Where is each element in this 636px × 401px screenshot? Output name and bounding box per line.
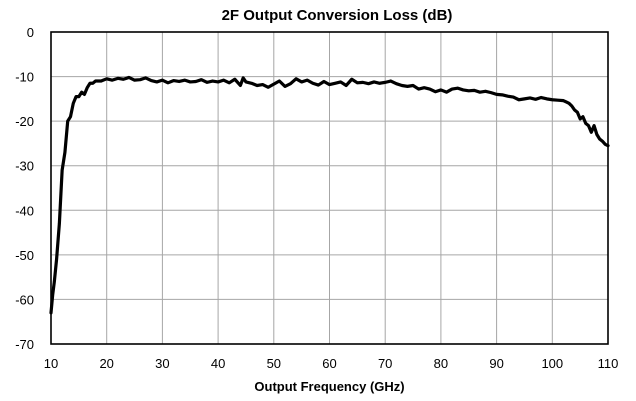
y-tick-label: 0 bbox=[27, 25, 34, 40]
y-tick-label: -60 bbox=[15, 292, 34, 307]
x-tick-label: 20 bbox=[99, 356, 113, 371]
y-tick-label: -30 bbox=[15, 159, 34, 174]
x-tick-label: 70 bbox=[378, 356, 392, 371]
y-tick-label: -70 bbox=[15, 337, 34, 352]
x-tick-label: 90 bbox=[489, 356, 503, 371]
plot-area-frame bbox=[50, 31, 609, 345]
series-line bbox=[49, 75, 610, 315]
x-tick-labels: 10 20 30 40 50 60 70 80 90 100 110 bbox=[44, 356, 619, 371]
x-tick-label: 110 bbox=[598, 356, 619, 371]
y-tick-labels: 0 -10 -20 -30 -40 -50 -60 -70 bbox=[15, 25, 34, 352]
x-tick-label: 30 bbox=[155, 356, 169, 371]
x-tick-label: 10 bbox=[44, 356, 58, 371]
x-tick-label: 40 bbox=[211, 356, 225, 371]
y-tick-label: -20 bbox=[15, 114, 34, 129]
y-tick-label: -40 bbox=[15, 203, 34, 218]
y-tick-label: -10 bbox=[15, 70, 34, 85]
series-layer bbox=[49, 75, 610, 315]
x-axis-label: Output Frequency (GHz) bbox=[254, 379, 404, 394]
x-tick-label: 100 bbox=[541, 356, 563, 371]
x-tick-label: 50 bbox=[267, 356, 281, 371]
chart-title: 2F Output Conversion Loss (dB) bbox=[222, 7, 453, 24]
x-tick-label: 60 bbox=[322, 356, 336, 371]
y-tick-label: -50 bbox=[15, 248, 34, 263]
x-tick-label: 80 bbox=[434, 356, 448, 371]
